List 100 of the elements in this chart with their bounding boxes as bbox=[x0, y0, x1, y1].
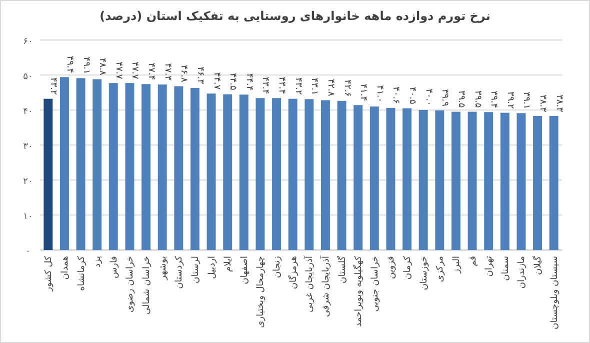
data-label: ۴۷.۷ bbox=[113, 62, 124, 80]
x-tick-label: خراسان شمالی bbox=[142, 256, 152, 315]
bar bbox=[92, 79, 102, 250]
x-tick-label: آذربایجان غربی bbox=[303, 256, 316, 312]
bar bbox=[386, 108, 396, 250]
x-tick-label: سمنان bbox=[500, 256, 511, 281]
bar bbox=[142, 84, 151, 250]
data-label: ۳۸.۳ bbox=[538, 94, 548, 112]
y-tick-label: ۰ bbox=[26, 247, 30, 257]
x-tick-label: فارس bbox=[109, 256, 120, 278]
data-label: ۴۴.۷ bbox=[211, 72, 222, 90]
x-tick-label: مازندران bbox=[517, 256, 528, 289]
x-tick-label: آذربایجان شرقی bbox=[319, 256, 332, 317]
x-tick-label: البرز bbox=[452, 256, 462, 274]
x-tick-label: همدان bbox=[60, 256, 70, 280]
data-label: ۴۲.۶ bbox=[342, 80, 352, 98]
data-label: ۴۱.۴ bbox=[358, 84, 368, 102]
data-label: ۴۷.۳ bbox=[162, 63, 172, 81]
x-tick-label: لرستان bbox=[190, 256, 201, 284]
bar bbox=[516, 113, 526, 250]
data-label: ۴۷.۴ bbox=[146, 62, 156, 80]
data-label: ۴۴.۵ bbox=[228, 72, 238, 90]
x-tick-label: هرمزگان bbox=[286, 256, 299, 290]
x-tick-label: گلستان bbox=[336, 255, 348, 284]
data-label: ۳۸.۳ bbox=[554, 94, 564, 112]
bar bbox=[500, 112, 510, 250]
bar bbox=[370, 106, 379, 250]
bar bbox=[60, 77, 69, 250]
data-label: ۴۲.۸ bbox=[325, 78, 336, 96]
bar bbox=[223, 94, 232, 250]
data-label: ۴۹.۴ bbox=[64, 56, 74, 74]
bar bbox=[354, 105, 363, 250]
bar bbox=[320, 100, 330, 250]
data-label: ۴۷.۷ bbox=[130, 62, 140, 80]
x-tick-label: کردستان bbox=[174, 255, 185, 289]
bar bbox=[304, 99, 314, 250]
bar bbox=[76, 78, 86, 250]
x-tick-label: چهارمحال وبختیاری bbox=[256, 256, 266, 328]
data-label: ۴۳.۱ bbox=[309, 78, 320, 96]
data-label: ۳۹.۵ bbox=[472, 90, 482, 108]
x-tick-label: خراسان جنوبی bbox=[370, 256, 380, 312]
bar bbox=[108, 83, 118, 250]
bar bbox=[190, 88, 200, 250]
bar bbox=[451, 112, 460, 250]
data-label: ۴۳.۴ bbox=[260, 76, 270, 94]
y-tick-label: ۶۰ bbox=[23, 37, 33, 47]
x-tick-label: گیلان bbox=[532, 255, 544, 275]
data-label: ۴۶.۸ bbox=[178, 64, 189, 82]
x-tick-label: بوشهر bbox=[158, 256, 168, 281]
data-label: ۴۰.۰ bbox=[423, 88, 434, 106]
x-tick-label: خراسان رضوی bbox=[126, 256, 136, 312]
bar bbox=[533, 116, 542, 250]
bar bbox=[174, 86, 184, 250]
x-tick-label: کل کشور bbox=[44, 255, 54, 292]
x-tick-label: یزد bbox=[93, 256, 104, 268]
bar bbox=[288, 98, 298, 250]
bar bbox=[206, 94, 216, 250]
bar bbox=[468, 112, 477, 250]
bar bbox=[272, 98, 282, 250]
x-tick-label: سیستان وبلوچستان bbox=[550, 256, 560, 330]
bar bbox=[44, 98, 53, 250]
data-label: ۴۴.۴ bbox=[244, 73, 254, 91]
bar bbox=[484, 112, 494, 250]
x-tick-label: کهگیلویه وبویراحمد bbox=[352, 255, 364, 327]
bar bbox=[402, 108, 412, 250]
x-tick-label: تهران bbox=[484, 256, 495, 277]
x-tick-label: ایلام bbox=[224, 256, 234, 272]
y-tick-label: ۲۰ bbox=[23, 177, 33, 187]
data-label: ۴۰.۶ bbox=[390, 86, 401, 104]
x-tick-label: مرکزی bbox=[436, 256, 446, 282]
data-label: ۴۳.۲ bbox=[48, 77, 58, 95]
data-label: ۴۱.۰ bbox=[374, 85, 384, 102]
y-tick-label: ۱۰ bbox=[23, 212, 33, 222]
bar bbox=[549, 116, 558, 250]
chart-title: نرخ تورم دوازده ماهه خانوارهای روستایی به تفکیک استان (درصد) bbox=[100, 9, 490, 23]
data-label: ۳۹.۲ bbox=[504, 91, 515, 109]
x-tick-label: کرمان bbox=[403, 255, 414, 280]
x-tick-label: قزوین bbox=[386, 256, 397, 279]
bar bbox=[158, 84, 167, 250]
bar bbox=[418, 110, 428, 250]
x-tick-label: کرمانشاه bbox=[76, 255, 87, 291]
x-tick-label: اصفهان bbox=[240, 256, 250, 284]
bar bbox=[239, 94, 248, 250]
data-label: ۳۹.۴ bbox=[488, 90, 499, 108]
x-tick-label: خوزستان bbox=[419, 256, 430, 290]
bar bbox=[435, 110, 444, 250]
data-label: ۴۹.۱ bbox=[80, 56, 91, 74]
x-tick-label: اردبیل bbox=[207, 256, 218, 279]
data-label: ۴۰.۵ bbox=[407, 86, 418, 104]
data-label: ۴۸.۸ bbox=[97, 58, 108, 76]
bar bbox=[125, 83, 134, 250]
data-label: ۳۹.۱ bbox=[521, 92, 532, 110]
y-tick-label: ۳۰ bbox=[23, 142, 33, 152]
data-label: ۴۶.۳ bbox=[194, 66, 205, 84]
y-tick-label: ۵۰ bbox=[23, 72, 33, 82]
y-tick-label: ۴۰ bbox=[23, 107, 33, 117]
bar bbox=[256, 98, 265, 250]
data-label: ۳۹.۵ bbox=[456, 90, 466, 108]
x-tick-label: قم bbox=[468, 256, 478, 266]
x-tick-label: زنجان bbox=[272, 256, 283, 278]
